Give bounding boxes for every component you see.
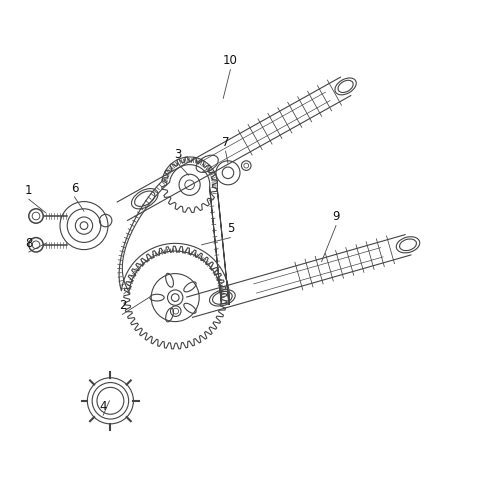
Text: 8: 8 <box>25 237 33 250</box>
Text: 5: 5 <box>227 222 234 236</box>
Text: 9: 9 <box>332 210 340 224</box>
Text: 7: 7 <box>222 136 229 149</box>
Text: 1: 1 <box>25 184 33 197</box>
Text: 10: 10 <box>223 54 238 68</box>
Text: 6: 6 <box>71 181 78 195</box>
Text: 3: 3 <box>174 148 181 161</box>
Text: 2: 2 <box>119 299 126 312</box>
Text: 4: 4 <box>99 400 107 413</box>
